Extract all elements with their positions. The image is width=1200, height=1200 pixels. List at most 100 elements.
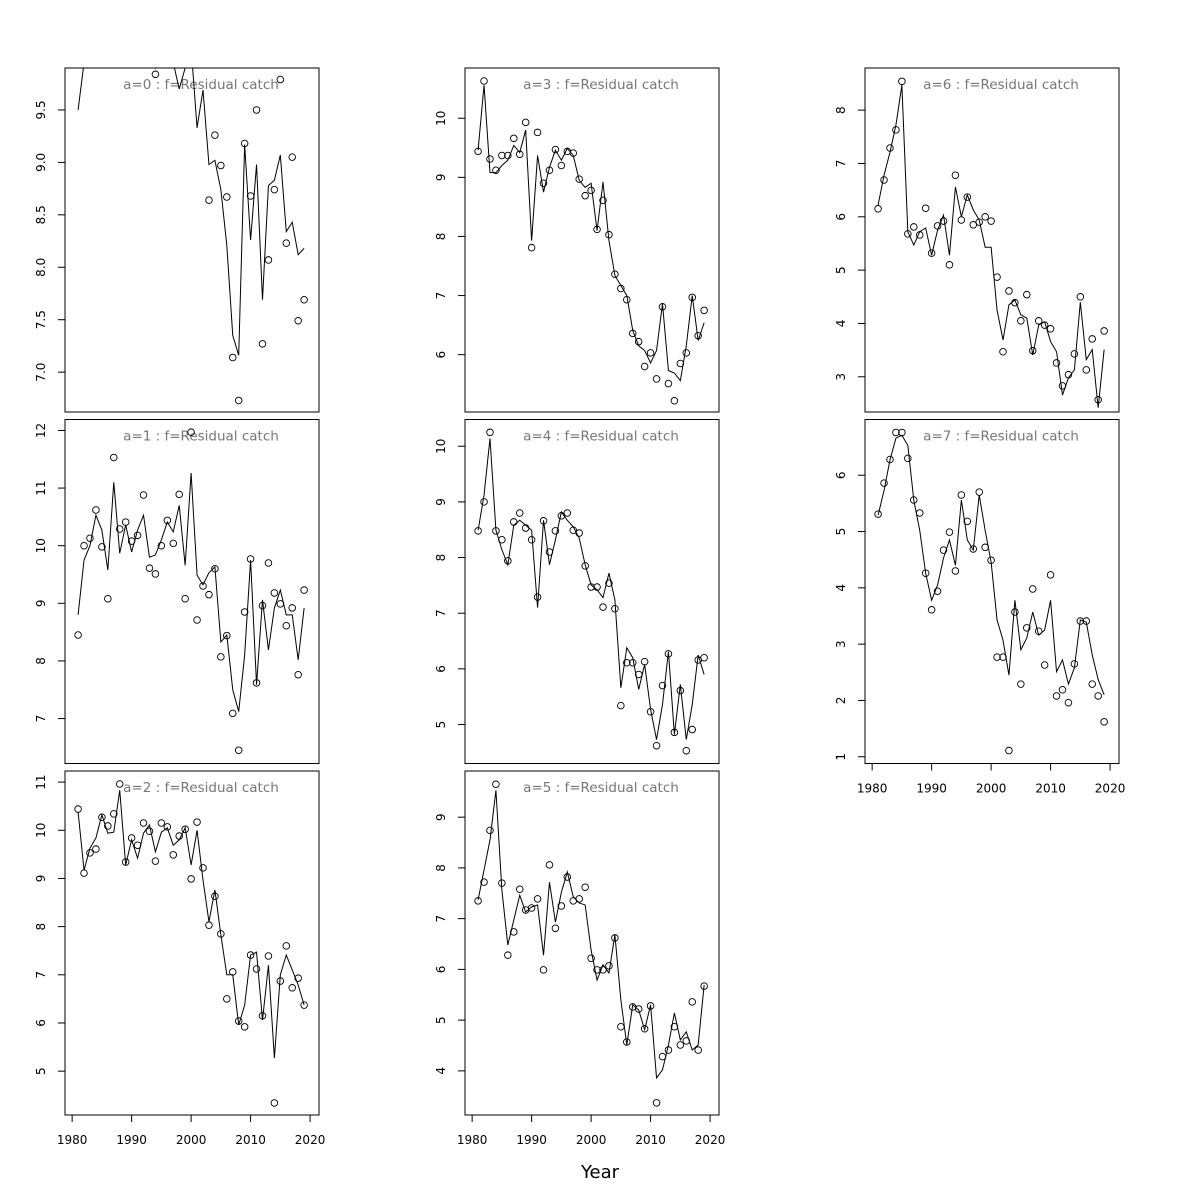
observed-point [575, 175, 583, 183]
x-tick-label: 2020 [295, 1133, 326, 1147]
observed-point [187, 428, 195, 436]
observed-point [527, 535, 536, 544]
plot-frame [464, 419, 720, 764]
observed-point [694, 1046, 702, 1054]
observed-point [874, 205, 882, 213]
plot-area [474, 77, 708, 405]
observed-point [670, 397, 679, 405]
y-tick-label: 8 [434, 554, 448, 562]
y-tick-label: 2 [834, 697, 848, 705]
observed-point [151, 70, 160, 79]
observed-point [492, 780, 500, 788]
observed-point [480, 498, 488, 506]
observed-point [223, 995, 231, 1003]
observed-point [140, 44, 147, 51]
x-tick-label: 2000 [976, 782, 1007, 796]
panel: a=5 : f=Residual catch 4 5 6 7 8 9 1980 1990 2000… [434, 770, 726, 1147]
observed-point [623, 658, 631, 667]
x-tick-label: 2010 [1035, 782, 1066, 796]
observed-point [557, 161, 566, 170]
observed-point [181, 825, 189, 834]
observed-point [688, 998, 696, 1006]
y-tick-label: 5 [434, 1016, 448, 1024]
x-tick-label: 2020 [695, 1133, 726, 1147]
y-tick-label: 6 [834, 213, 848, 221]
y-tick-label: 7 [434, 609, 448, 617]
observed-point [510, 518, 518, 526]
observed-point [892, 428, 900, 437]
observed-point [521, 118, 530, 127]
plot-frame [64, 67, 320, 413]
y-tick-label: 7 [434, 915, 448, 923]
observed-point [1052, 692, 1061, 700]
observed-point [551, 527, 560, 535]
observed-point [682, 746, 691, 755]
panel-title: a=1 : f=Residual catch [123, 429, 279, 445]
observed-point [105, 23, 112, 30]
observed-point [234, 396, 243, 405]
observed-point [146, 33, 153, 40]
observed-point [205, 196, 213, 204]
observed-point [1088, 680, 1096, 688]
observed-point [151, 857, 160, 865]
observed-point [688, 293, 696, 302]
observed-point [951, 171, 960, 179]
observed-point [533, 128, 542, 137]
observed-point [1100, 327, 1108, 335]
plot-frame [864, 419, 1120, 764]
observed-point [945, 528, 954, 536]
observed-point [987, 217, 995, 225]
observed-point [170, 44, 177, 51]
y-tick-label: 5 [34, 1067, 48, 1075]
plot-area [77, 2, 308, 405]
observed-point [1034, 317, 1043, 325]
x-tick-label: 1980 [57, 1133, 88, 1147]
observed-point [634, 1005, 643, 1013]
observed-point [504, 951, 512, 959]
x-tick-label: 1980 [857, 782, 888, 796]
observed-point [181, 594, 189, 603]
observed-point [1017, 317, 1025, 325]
fitted-line [77, 68, 305, 356]
observed-point [158, 23, 165, 30]
y-tick-label: 8.0 [34, 258, 48, 277]
fitted-line [77, 790, 305, 1059]
observed-point [599, 603, 607, 611]
observed-point [1011, 608, 1019, 616]
observed-point [93, 2, 100, 9]
observed-point [557, 902, 566, 910]
observed-point [975, 488, 983, 496]
observed-point [116, 33, 123, 40]
x-tick-label: 2000 [176, 1133, 207, 1147]
observed-point [228, 968, 237, 976]
y-tick-label: 10 [34, 538, 48, 553]
plot-area [74, 428, 308, 754]
observed-point [933, 587, 942, 595]
x-tick-label: 2020 [1095, 782, 1126, 796]
observed-point [270, 185, 279, 194]
observed-point [1058, 685, 1067, 694]
x-tick-label: 2010 [235, 1133, 266, 1147]
observed-point [1094, 692, 1102, 700]
observed-point [80, 869, 88, 877]
observed-point [139, 491, 148, 499]
observed-point [157, 819, 166, 827]
y-tick-label: 9.5 [34, 100, 48, 119]
observed-point [1070, 350, 1079, 358]
observed-point [163, 823, 172, 831]
observed-point [510, 134, 518, 143]
panel: a=3 : f=Residual catch 6 7 8 9 10 [434, 67, 720, 413]
y-tick-label: 7.0 [34, 363, 48, 382]
observed-point [492, 166, 500, 175]
y-tick-label: 8 [34, 657, 48, 665]
panel-title: a=7 : f=Residual catch [923, 429, 1079, 445]
observed-point [294, 974, 302, 982]
observed-point [240, 1023, 249, 1031]
observed-point [92, 506, 100, 514]
y-tick-label: 1 [834, 753, 848, 761]
observed-point [527, 904, 536, 912]
observed-point [886, 455, 894, 464]
observed-point [1064, 698, 1073, 707]
observed-point [605, 579, 613, 587]
observed-point [945, 261, 954, 269]
